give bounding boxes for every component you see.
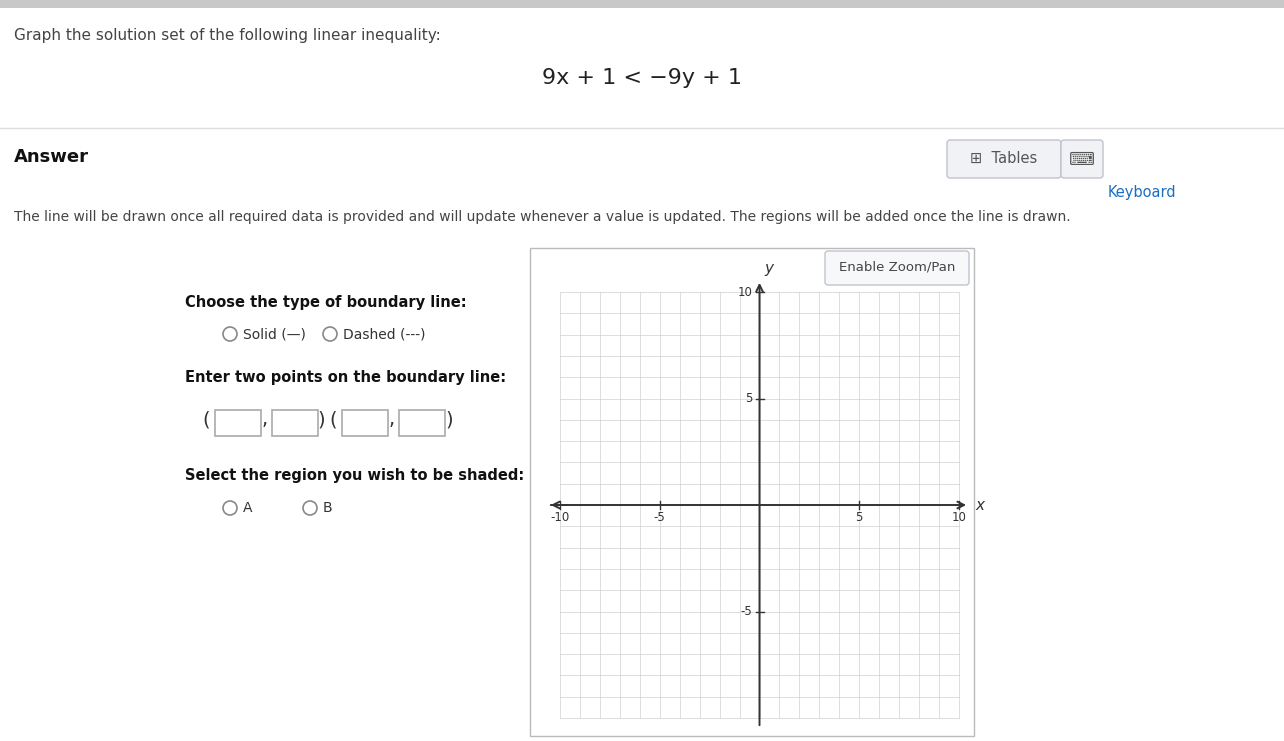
Text: Choose the type of boundary line:: Choose the type of boundary line: [185, 295, 466, 310]
Text: Solid (—): Solid (—) [243, 327, 306, 341]
Text: ⊞  Tables: ⊞ Tables [971, 151, 1037, 166]
Text: The line will be drawn once all required data is provided and will update whenev: The line will be drawn once all required… [14, 210, 1071, 224]
Text: 5: 5 [745, 392, 752, 405]
Text: Keyboard: Keyboard [1108, 185, 1176, 200]
Text: x: x [975, 497, 984, 513]
Text: Graph the solution set of the following linear inequality:: Graph the solution set of the following … [14, 28, 440, 43]
Circle shape [223, 501, 238, 515]
Text: 10: 10 [737, 285, 752, 299]
Bar [342, 410, 388, 436]
Text: Dashed (---): Dashed (---) [343, 327, 425, 341]
Bar [214, 410, 261, 436]
FancyBboxPatch shape [826, 251, 969, 285]
FancyBboxPatch shape [948, 140, 1061, 178]
Text: ): ) [317, 410, 325, 429]
Circle shape [223, 327, 238, 341]
Bar [399, 410, 446, 436]
Text: Enter two points on the boundary line:: Enter two points on the boundary line: [185, 370, 506, 385]
Text: (: ( [203, 410, 209, 429]
Text: 5: 5 [855, 511, 863, 524]
Text: ): ) [446, 410, 453, 429]
Bar [272, 410, 318, 436]
Bar [0, 0, 1284, 8]
Text: (: ( [329, 410, 336, 429]
Text: Select the region you wish to be shaded:: Select the region you wish to be shaded: [185, 468, 524, 483]
Text: Answer: Answer [14, 148, 89, 166]
Text: B: B [324, 501, 333, 515]
Text: ,: , [262, 410, 268, 429]
Bar [530, 248, 975, 736]
Text: 10: 10 [951, 511, 967, 524]
Text: A: A [243, 501, 253, 515]
Text: -5: -5 [654, 511, 665, 524]
Text: ⌨: ⌨ [1070, 151, 1095, 169]
Text: -5: -5 [741, 605, 752, 618]
Circle shape [324, 327, 336, 341]
FancyBboxPatch shape [1061, 140, 1103, 178]
Text: Enable Zoom/Pan: Enable Zoom/Pan [838, 260, 955, 273]
Text: 9x + 1 < −9y + 1: 9x + 1 < −9y + 1 [542, 68, 742, 88]
Text: y: y [764, 261, 773, 276]
Text: ,: , [389, 410, 395, 429]
Circle shape [303, 501, 317, 515]
Text: -10: -10 [551, 511, 570, 524]
